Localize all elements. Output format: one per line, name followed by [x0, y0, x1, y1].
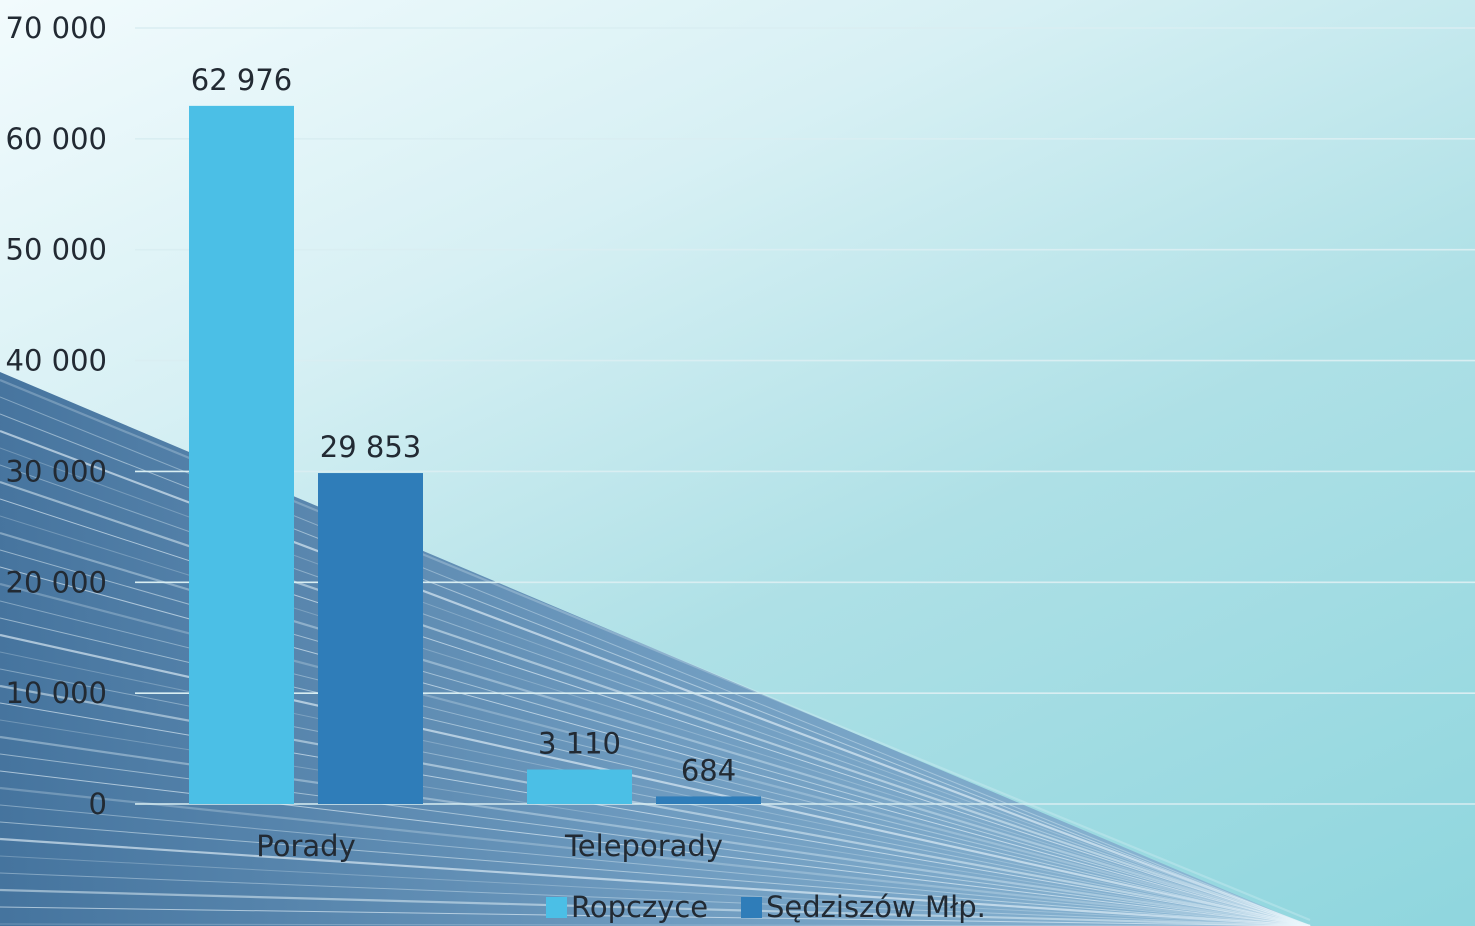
bar-sedziszow-teleporady: [656, 796, 761, 804]
y-tick-label: 50 000: [6, 233, 107, 267]
legend-swatch-sedziszow: [741, 897, 762, 918]
y-tick-label: 0: [89, 787, 107, 821]
legend-label-ropczyce: Ropczyce: [571, 890, 708, 924]
data-label: 684: [681, 753, 736, 787]
y-axis-ticks: 0 10 000 20 000 30 000 40 000 50 000 60 000 70 …: [6, 11, 107, 821]
y-tick-label: 60 000: [6, 122, 107, 156]
bar-ropczyce-porady: [189, 105, 294, 804]
y-tick-label: 40 000: [6, 344, 107, 378]
legend-label-sedziszow: Sędziszów Młp.: [766, 890, 986, 924]
bar-sedziszow-porady: [318, 473, 423, 804]
legend: Ropczyce Sędziszów Młp.: [546, 890, 986, 924]
data-label: 62 976: [191, 63, 292, 97]
category-label-porady: Porady: [256, 829, 355, 863]
bars: [189, 105, 761, 804]
data-label: 29 853: [320, 430, 421, 464]
data-label: 3 110: [538, 727, 621, 761]
y-tick-label: 30 000: [6, 454, 107, 488]
bar-ropczyce-teleporady: [527, 769, 632, 804]
y-tick-label: 70 000: [6, 11, 107, 45]
y-tick-label: 20 000: [6, 565, 107, 599]
y-tick-label: 10 000: [6, 676, 107, 710]
x-axis-categories: Porady Teleporady: [256, 829, 723, 863]
data-labels: 62 976 29 853 3 110 684: [191, 63, 736, 788]
legend-swatch-ropczyce: [546, 897, 567, 918]
category-label-teleporady: Teleporady: [564, 829, 723, 863]
